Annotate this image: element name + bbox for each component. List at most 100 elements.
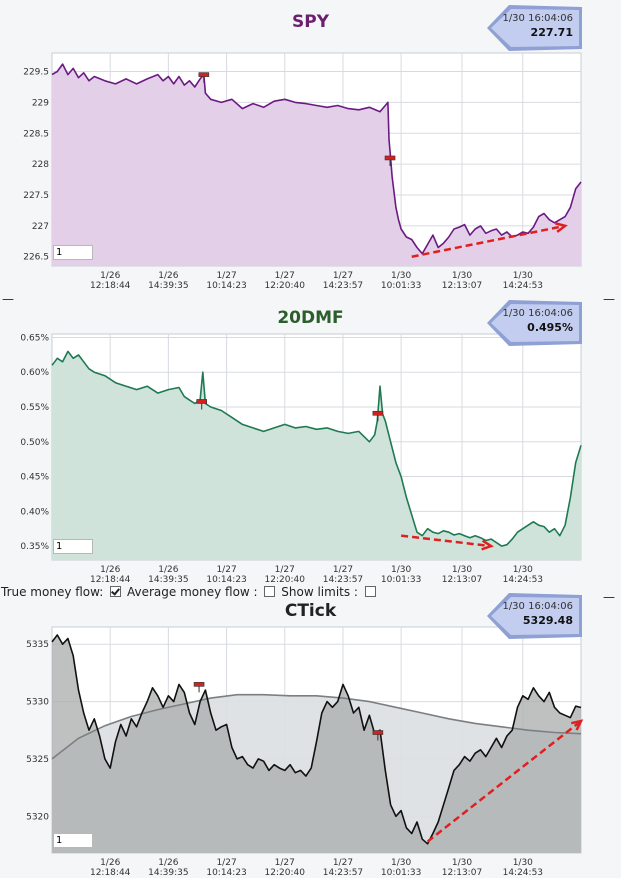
x-tick-time: 14:24:53 xyxy=(503,575,543,585)
x-tick-time: 10:14:23 xyxy=(206,868,246,878)
show-limits-label: Show limits : xyxy=(281,585,358,599)
x-tick-time: 14:39:35 xyxy=(148,868,188,878)
price-quote-badge[interactable]: 1/30 16:04:06 0.495% xyxy=(487,300,582,346)
quote-value: 227.71 xyxy=(530,26,573,39)
x-tick-date: 1/27 xyxy=(275,271,295,281)
chart-title: SPY xyxy=(291,12,329,32)
series-area xyxy=(52,64,581,266)
y-tick-label: 229.5 xyxy=(23,68,49,78)
flag-head xyxy=(384,155,396,161)
x-tick-date: 1/26 xyxy=(100,565,120,575)
trend-arrow-head xyxy=(555,222,568,233)
y-tick-label: 0.40% xyxy=(20,507,49,517)
x-tick-time: 12:13:07 xyxy=(442,575,482,585)
flag-marker xyxy=(198,72,210,83)
x-tick-time: 12:18:44 xyxy=(90,868,131,878)
x-tick-time: 14:23:57 xyxy=(323,868,363,878)
x-tick-date: 1/26 xyxy=(100,858,120,868)
y-tick-label: 5320 xyxy=(26,812,49,822)
x-tick-time: 14:39:35 xyxy=(148,575,188,585)
show-limits-checkbox[interactable] xyxy=(364,586,376,597)
collapse-right-icon[interactable]: — xyxy=(603,590,615,604)
x-tick-date: 1/27 xyxy=(216,858,236,868)
y-tick-label: 229 xyxy=(32,98,49,108)
x-tick-date: 1/26 xyxy=(158,858,178,868)
x-tick-date: 1/30 xyxy=(513,565,533,575)
trend-arrow-line xyxy=(400,534,492,548)
y-tick-label: 0.50% xyxy=(20,438,49,448)
x-tick-date: 1/27 xyxy=(333,858,353,868)
average-money-flow-label: Average money flow : xyxy=(127,585,258,599)
x-tick-time: 12:18:44 xyxy=(90,575,131,585)
flag-marker xyxy=(193,682,205,693)
x-tick-time: 14:24:53 xyxy=(503,868,543,878)
x-tick-time: 12:20:40 xyxy=(265,868,306,878)
x-tick-time: 12:13:07 xyxy=(442,868,482,878)
x-tick-date: 1/30 xyxy=(452,565,472,575)
period-input[interactable]: 1 xyxy=(53,245,93,260)
x-tick-date: 1/26 xyxy=(158,565,178,575)
flag-head xyxy=(193,682,205,687)
spy-panel: SPY 226.5 227 227.5 228 228.5 229 229.5 1/26 12:… xyxy=(0,0,621,306)
x-tick-date: 1/27 xyxy=(333,565,353,575)
series-area xyxy=(52,351,581,560)
price-quote-badge[interactable]: 1/30 16:04:06 227.71 xyxy=(487,5,582,51)
y-tick-label: 0.60% xyxy=(20,368,49,378)
x-tick-date: 1/27 xyxy=(275,858,295,868)
x-tick-time: 12:20:40 xyxy=(265,575,306,585)
y-tick-label: 5330 xyxy=(26,698,49,708)
x-tick-date: 1/26 xyxy=(100,271,120,281)
x-tick-time: 14:24:53 xyxy=(503,281,543,291)
x-tick-date: 1/30 xyxy=(452,271,472,281)
dmf-panel: 20DMF 0.35% 0.40% 0.45% 0.50% 0.55% 0.60% 0.65… xyxy=(20,300,582,585)
y-tick-label: 5325 xyxy=(26,755,49,765)
x-tick-time: 14:23:57 xyxy=(323,575,363,585)
trend-arrow-line xyxy=(411,224,566,258)
x-tick-time: 10:01:33 xyxy=(381,575,421,585)
true-money-flow-label: True money flow: xyxy=(1,585,104,599)
flag-head xyxy=(372,730,384,735)
y-tick-label: 5335 xyxy=(26,640,49,650)
series-line xyxy=(51,350,582,547)
period-input[interactable]: 1 xyxy=(53,833,93,848)
x-tick-date: 1/30 xyxy=(513,858,533,868)
true-money-flow-checkbox[interactable] xyxy=(110,586,122,597)
quote-arrow-icon xyxy=(487,5,582,51)
quote-value: 0.495% xyxy=(527,321,573,334)
x-tick-time: 14:39:35 xyxy=(148,281,188,291)
x-tick-time: 12:18:44 xyxy=(90,281,131,291)
y-tick-label: 227 xyxy=(32,222,49,232)
x-tick-date: 1/27 xyxy=(275,565,295,575)
y-tick-label: 0.45% xyxy=(20,473,49,483)
dmf-chart: 0.35%0.40%0.45%0.50%0.55%0.60%0.65%1/261… xyxy=(20,333,582,585)
period-input[interactable]: 1 xyxy=(53,539,93,554)
flag-head xyxy=(196,399,208,404)
flag-marker xyxy=(372,730,384,741)
x-tick-time: 10:01:33 xyxy=(381,868,421,878)
y-tick-label: 228 xyxy=(32,160,49,170)
price-quote-badge[interactable]: 1/30 16:04:06 5329.48 xyxy=(487,593,582,639)
collapse-right-icon[interactable]: — xyxy=(603,292,615,306)
average-money-flow-checkbox[interactable] xyxy=(264,586,276,597)
x-tick-date: 1/30 xyxy=(513,271,533,281)
collapse-left-icon[interactable]: — xyxy=(2,292,14,306)
flag-head xyxy=(372,410,384,416)
x-tick-date: 1/30 xyxy=(452,858,472,868)
money-flow-options: True money flow: Average money flow : Sh… xyxy=(1,585,378,599)
quote-value: 5329.48 xyxy=(522,614,573,627)
trend-arrow-head xyxy=(570,719,584,731)
x-tick-time: 10:14:23 xyxy=(206,281,246,291)
y-tick-label: 0.35% xyxy=(20,542,49,552)
x-tick-date: 1/30 xyxy=(391,565,411,575)
flag-marker xyxy=(384,155,396,166)
y-tick-label: 227.5 xyxy=(23,191,49,201)
flag-head xyxy=(198,72,210,77)
x-tick-date: 1/30 xyxy=(391,858,411,868)
x-tick-date: 1/27 xyxy=(216,271,236,281)
x-tick-time: 12:13:07 xyxy=(442,281,482,291)
flag-marker xyxy=(196,399,208,410)
x-tick-date: 1/30 xyxy=(391,271,411,281)
y-tick-label: 226.5 xyxy=(23,253,49,263)
